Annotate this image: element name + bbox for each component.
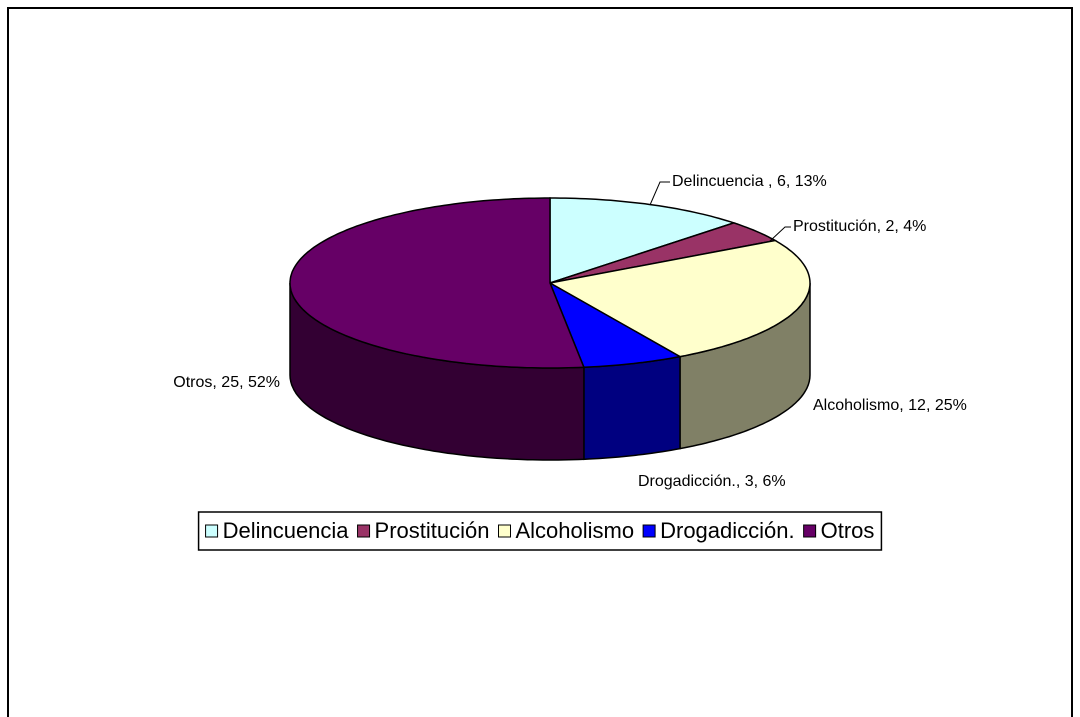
data-label: Alcoholismo, 12, 25% <box>813 397 967 414</box>
slice-side <box>583 355 681 461</box>
leader-line <box>649 181 670 206</box>
data-label: Delincuencia , 6, 13% <box>672 173 827 190</box>
legend-swatch <box>642 524 656 538</box>
data-label: Drogadicción., 3, 6% <box>638 473 786 490</box>
legend <box>197 511 883 551</box>
slice <box>548 281 683 369</box>
legend-label: Delincuencia <box>223 518 350 543</box>
legend-label: Alcoholismo <box>516 518 635 543</box>
slice <box>547 239 811 358</box>
legend-item: Otros <box>803 518 875 543</box>
legend-label: Prostitución <box>375 518 490 543</box>
slice <box>549 222 778 284</box>
slice <box>549 197 737 285</box>
leader-line <box>769 226 791 242</box>
legend-swatch <box>803 524 817 538</box>
legend-label: Otros <box>821 518 875 543</box>
legend-item: Delincuencia <box>205 518 350 543</box>
legend-item: Drogadicción. <box>642 518 795 543</box>
legend-item: Alcoholismo <box>498 518 635 543</box>
slice <box>289 197 585 369</box>
data-label: Otros, 25, 52% <box>173 374 280 391</box>
legend-swatch <box>498 524 511 538</box>
legend-swatch <box>357 524 371 538</box>
legend-item: Prostitución <box>357 518 490 543</box>
data-label: Prostitución, 2, 4% <box>793 218 926 235</box>
legend-label: Drogadicción. <box>660 518 795 543</box>
legend-swatch <box>205 524 219 538</box>
